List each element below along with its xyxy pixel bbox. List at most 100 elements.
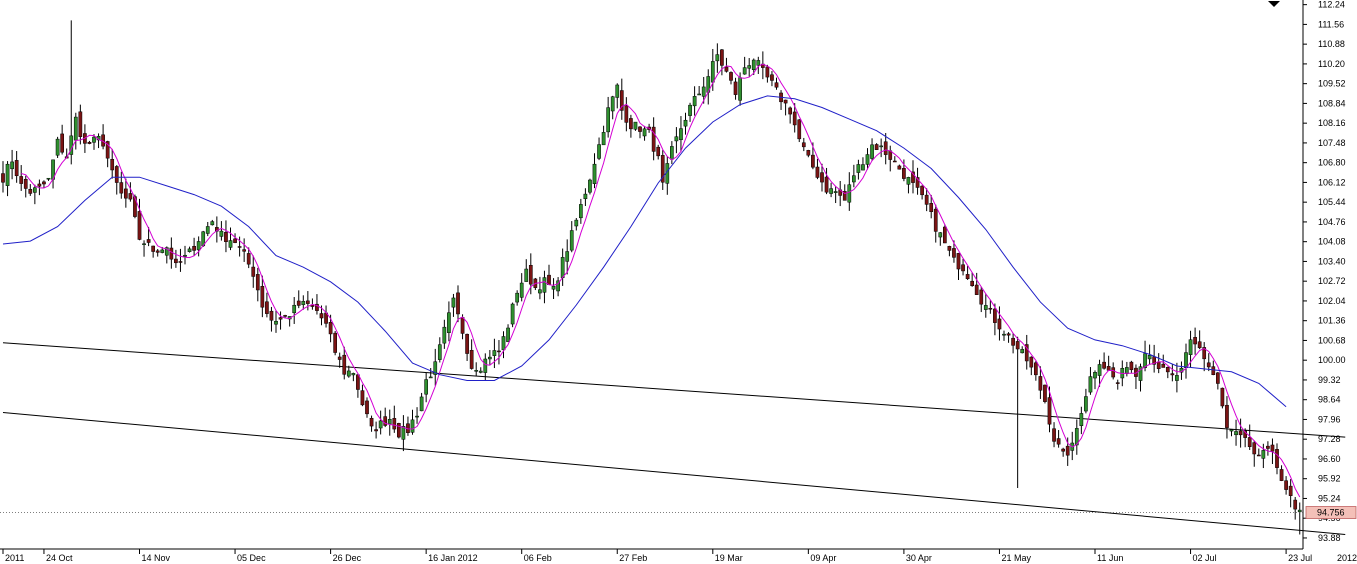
candle <box>829 182 833 198</box>
candle-body <box>651 126 656 152</box>
candle <box>342 346 347 380</box>
candle <box>474 362 479 377</box>
candle <box>865 148 870 170</box>
candle-body <box>92 136 96 143</box>
candle-body <box>656 146 661 157</box>
candle <box>897 164 902 170</box>
candle-body <box>246 253 251 265</box>
candle-body <box>1220 387 1225 407</box>
candle <box>1261 443 1266 469</box>
candle <box>437 337 442 363</box>
candle <box>943 224 947 244</box>
y-tick-label: 102.72 <box>1318 276 1346 286</box>
candle-body <box>337 356 342 360</box>
candle-body <box>119 182 124 194</box>
candle <box>679 116 683 152</box>
candle-body <box>733 81 738 95</box>
candle <box>187 246 192 253</box>
candle <box>1247 424 1252 451</box>
candle-body <box>269 310 274 321</box>
candle-body <box>874 144 879 150</box>
candle <box>78 104 83 145</box>
candle-body <box>847 184 852 203</box>
candle <box>46 177 51 181</box>
candle-body <box>228 240 233 248</box>
candle-body <box>1138 366 1143 381</box>
candle-body <box>192 245 196 251</box>
candle-body <box>1034 362 1038 376</box>
candle <box>724 57 729 73</box>
candle-body <box>770 74 774 81</box>
candle-body <box>1111 367 1116 378</box>
candle <box>1129 360 1134 373</box>
candle-body <box>751 59 756 71</box>
candle-body <box>1284 480 1288 490</box>
candle-body <box>224 232 228 242</box>
candle <box>114 165 119 195</box>
candle-body <box>692 96 697 107</box>
candle-body <box>187 248 192 252</box>
candle <box>615 83 620 109</box>
candle-body <box>1270 444 1275 452</box>
candle <box>852 164 856 188</box>
candle <box>233 233 237 244</box>
candle <box>1052 422 1056 448</box>
candle <box>902 159 906 182</box>
scroll-marker-icon <box>1268 1 1280 7</box>
candle <box>988 300 993 314</box>
y-tick-label: 108.84 <box>1318 98 1346 108</box>
candle-body <box>1175 375 1179 381</box>
candle <box>1047 386 1052 433</box>
candle <box>251 255 256 288</box>
candle <box>333 330 337 356</box>
candle-body <box>378 420 383 429</box>
candle <box>911 160 915 194</box>
candle-body <box>1234 431 1238 436</box>
candle-body <box>774 82 779 88</box>
moving-averages <box>2 63 1301 498</box>
candle-body <box>856 164 861 173</box>
y-tick-label: 100.68 <box>1318 335 1346 345</box>
candle-body <box>1065 445 1070 456</box>
candle <box>874 143 879 151</box>
candle <box>624 97 629 132</box>
candle <box>574 218 579 231</box>
candle <box>60 124 64 155</box>
candle <box>970 272 974 287</box>
candle-body <box>356 374 360 390</box>
candle <box>856 159 861 180</box>
candle-body <box>392 418 397 430</box>
candle-body <box>933 208 938 232</box>
candle <box>656 144 661 160</box>
candle-body <box>1147 355 1152 360</box>
candle-body <box>1279 469 1284 481</box>
candle-body <box>1020 349 1025 354</box>
candle-body <box>460 317 465 334</box>
candle-body <box>146 239 151 243</box>
candle-body <box>670 146 674 160</box>
y-tick-label: 95.24 <box>1318 493 1341 503</box>
candle-body <box>19 176 24 184</box>
candle <box>961 258 965 276</box>
candle <box>1011 333 1015 354</box>
y-tick-label: 104.76 <box>1318 217 1346 227</box>
candle <box>1043 384 1047 404</box>
y-tick-label: 99.32 <box>1318 375 1341 385</box>
candle-body <box>820 172 824 183</box>
candle-body <box>333 332 337 353</box>
candle <box>1088 367 1093 395</box>
candle <box>597 137 601 161</box>
candle-body <box>1056 438 1061 445</box>
candle-body <box>114 166 119 183</box>
candle-body <box>720 49 724 66</box>
candle-body <box>870 144 874 159</box>
candle-body <box>911 171 915 183</box>
candle <box>660 150 665 190</box>
candle <box>1175 362 1179 393</box>
candle-body <box>255 274 260 291</box>
candle <box>979 286 984 313</box>
y-tick-label: 98.64 <box>1318 395 1341 405</box>
candle <box>1252 440 1257 467</box>
candle-body <box>710 61 715 83</box>
candle-body <box>151 245 156 252</box>
